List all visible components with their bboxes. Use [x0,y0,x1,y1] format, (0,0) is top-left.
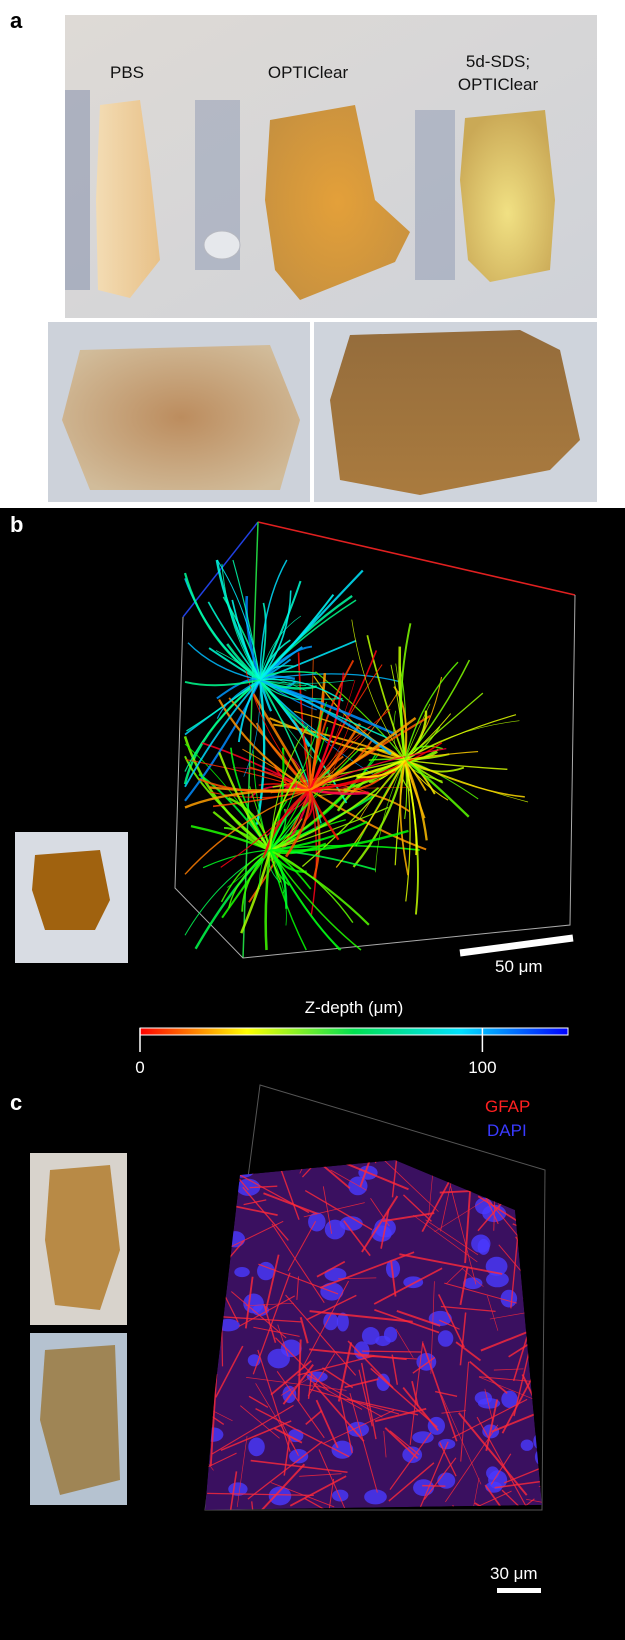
fiber [458,1178,509,1183]
fiber [362,1351,421,1352]
channel-label: GFAP [485,1097,530,1117]
fiber [206,1227,220,1262]
tissue-inset [32,850,110,930]
fiber [439,1107,473,1162]
fiber [475,1503,521,1531]
nucleus [521,1439,534,1450]
scale-bar-label: 50 μm [495,957,543,977]
fiber [200,1132,249,1190]
nucleus [289,1449,308,1463]
channel-label: DAPI [487,1121,527,1141]
nucleus [486,1466,499,1479]
fiber [214,1176,234,1206]
nucleus [535,1449,547,1465]
fiber [191,1185,215,1210]
fiber [523,1298,545,1312]
nucleus [438,1330,453,1347]
fiber [453,1505,478,1563]
fiber [520,1170,554,1227]
nucleus [234,1267,249,1277]
fiber [144,1336,210,1378]
tissue-slice [330,330,580,495]
fiber [539,1469,598,1487]
fiber [405,760,525,797]
fiber [422,1486,445,1487]
colorbar [140,1028,568,1035]
fiber [168,1117,215,1181]
fiber [469,1169,531,1184]
fiber [164,1224,208,1273]
fiber [316,672,405,760]
fiber [535,1191,592,1198]
sample-label: PBS [77,61,177,84]
fiber [188,1253,227,1299]
colorbar-tick-label: 0 [110,1058,170,1078]
fiber [176,1261,206,1273]
tissue-slice [62,345,300,490]
nucleus [533,1433,546,1449]
fiber [522,1153,528,1178]
nucleus [524,1288,543,1299]
fiber [215,1251,224,1298]
fiber [517,1140,553,1162]
fiber [141,1368,224,1424]
figure: a PBS OPTIClear 5d-SDS; OPTIClear b 50 μ… [0,0,625,1640]
fiber [528,1256,615,1283]
droplet [204,231,240,259]
fiber [252,1501,259,1565]
nucleus [248,1438,265,1457]
fiber [526,1499,625,1518]
scale-bar-c [497,1588,541,1593]
panel-label: c [10,1090,22,1116]
panel-label: a [10,8,22,34]
tissue-sds [460,110,555,282]
nucleus [384,1327,397,1343]
nucleus [201,1212,214,1225]
nucleus [340,1216,363,1231]
print-letter [415,110,455,280]
nucleus [364,1489,387,1504]
sample-label: OPTIClear [258,61,358,84]
fiber [463,1499,535,1556]
nucleus [216,1319,239,1331]
figure-graphics [0,0,625,1640]
scale-bar-label: 30 μm [490,1564,538,1584]
fiber [196,1314,212,1355]
nucleus [478,1239,490,1255]
fiber [202,1137,257,1167]
fiber [369,759,405,760]
fiber [535,1320,622,1324]
fiber [260,571,363,680]
print-letter [65,90,90,290]
neuron-fibers [185,560,528,950]
volume-box [175,522,575,958]
nucleus [501,1290,518,1308]
panel-label: b [10,512,23,538]
colorbar-title: Z-depth (μm) [254,998,454,1018]
scale-bar-b [460,938,573,953]
nucleus [332,1490,348,1502]
nucleus [348,1177,367,1196]
sample-label: 5d-SDS; OPTIClear [448,50,548,96]
fiber [376,1134,382,1163]
fiber [252,1155,277,1173]
colorbar-tick-label: 100 [452,1058,512,1078]
